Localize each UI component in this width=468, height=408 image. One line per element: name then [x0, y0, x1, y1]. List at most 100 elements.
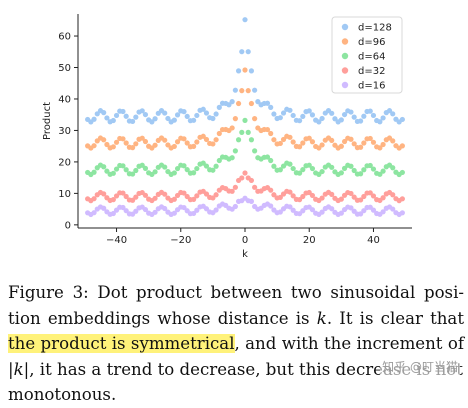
- data-point: [101, 110, 107, 116]
- data-point: [139, 162, 145, 168]
- figure-caption: Figure 3: Dot product between two sinuso…: [8, 280, 464, 408]
- data-point: [248, 137, 255, 143]
- data-point: [296, 118, 303, 124]
- data-point: [367, 108, 373, 114]
- x-tick-label: 0: [242, 235, 248, 246]
- data-point: [348, 163, 354, 169]
- data-point: [191, 196, 197, 202]
- data-point: [380, 141, 386, 148]
- data-point: [290, 165, 296, 172]
- data-point: [255, 99, 261, 105]
- data-point: [380, 195, 386, 201]
- data-point: [210, 115, 216, 122]
- data-point: [300, 208, 306, 214]
- data-point: [123, 167, 129, 173]
- data-point: [300, 167, 306, 173]
- data-point: [300, 193, 306, 200]
- data-point: [264, 154, 271, 160]
- data-point: [280, 110, 287, 116]
- data-point: [319, 209, 325, 215]
- data-point: [309, 207, 316, 213]
- data-point: [152, 116, 158, 122]
- data-point: [361, 113, 367, 119]
- data-point: [399, 143, 405, 149]
- highlighted-text: the product is symmetrical: [8, 334, 235, 353]
- legend-marker: [341, 38, 349, 45]
- data-point: [129, 145, 136, 151]
- data-point: [162, 205, 168, 212]
- y-tick-label: 30: [58, 126, 71, 137]
- data-point: [306, 135, 312, 141]
- data-point: [210, 141, 216, 147]
- data-point: [338, 210, 344, 216]
- data-point: [235, 100, 242, 107]
- data-point: [300, 140, 306, 146]
- data-point: [271, 111, 277, 117]
- data-point: [181, 204, 187, 211]
- data-point: [194, 112, 200, 119]
- legend-marker: [341, 81, 349, 89]
- data-point: [232, 87, 238, 93]
- data-point: [229, 99, 235, 105]
- data-point: [174, 139, 181, 145]
- data-point: [399, 210, 405, 216]
- data-point: [329, 110, 335, 116]
- data-point: [104, 168, 110, 174]
- data-point: [348, 136, 354, 142]
- data-point: [120, 108, 126, 115]
- data-point: [200, 133, 206, 139]
- data-point: [309, 112, 316, 118]
- data-point: [306, 162, 312, 168]
- data-point: [252, 184, 258, 190]
- data-point: [133, 141, 139, 147]
- data-point: [287, 134, 293, 140]
- data-point: [390, 206, 396, 212]
- data-point: [213, 192, 219, 198]
- data-point: [162, 137, 168, 143]
- data-point: [242, 117, 248, 123]
- caption-line-5: monotonous.: [8, 385, 117, 404]
- data-point: [329, 206, 335, 212]
- legend-entry: d=32: [358, 66, 385, 77]
- data-point: [129, 118, 136, 125]
- data-point: [210, 167, 216, 173]
- data-point: [235, 68, 242, 74]
- data-point: [248, 177, 255, 184]
- data-point: [361, 167, 367, 173]
- caption-math-abs-k: |k|: [8, 359, 30, 379]
- data-point: [194, 139, 200, 145]
- data-point: [171, 143, 177, 150]
- data-point: [358, 144, 364, 150]
- x-tick-label: 20: [303, 235, 316, 246]
- data-point: [171, 210, 177, 216]
- data-point: [380, 115, 386, 121]
- data-point: [252, 148, 258, 154]
- data-point: [290, 139, 296, 145]
- data-point: [213, 207, 219, 213]
- data-point: [123, 208, 129, 214]
- y-tick-label: 10: [58, 189, 71, 200]
- caption-text: tion embeddings whose distance is: [8, 308, 317, 328]
- data-point: [358, 197, 364, 203]
- data-point: [191, 210, 197, 217]
- data-point: [290, 207, 296, 213]
- data-point: [242, 17, 248, 23]
- data-point: [91, 143, 97, 149]
- data-point: [380, 168, 386, 174]
- data-point: [229, 155, 235, 161]
- data-point: [252, 87, 258, 93]
- data-point: [370, 112, 377, 119]
- data-point: [203, 136, 210, 143]
- data-point: [194, 207, 200, 213]
- data-point: [113, 139, 120, 145]
- legend-entry: d=64: [358, 52, 385, 63]
- data-point: [319, 115, 325, 122]
- data-point: [235, 137, 242, 143]
- data-point: [268, 157, 274, 164]
- data-point: [319, 195, 325, 201]
- legend-entry: d=16: [358, 81, 385, 92]
- data-point: [174, 165, 181, 172]
- data-point: [300, 113, 306, 120]
- data-point: [296, 170, 303, 176]
- data-point: [319, 142, 325, 148]
